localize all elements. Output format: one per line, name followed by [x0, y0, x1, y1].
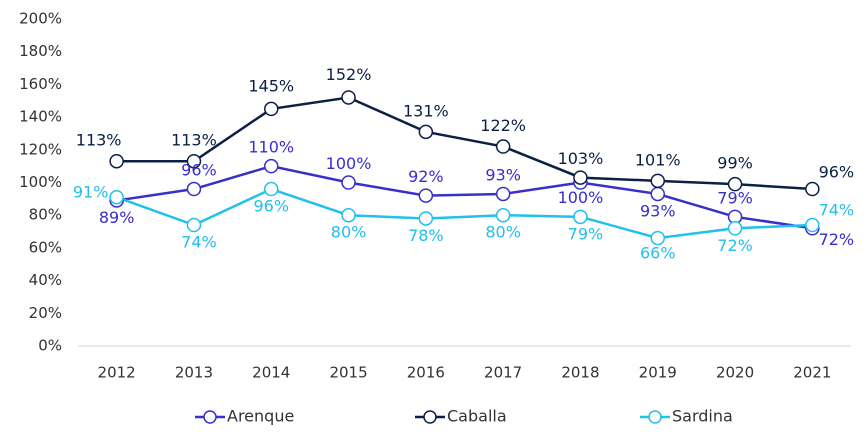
data-label: 113%: [171, 131, 217, 150]
x-tick-label: 2019: [639, 364, 677, 382]
data-point: [650, 173, 665, 189]
legend-marker: [203, 410, 217, 424]
data-label: 131%: [403, 101, 449, 120]
legend-label: Arenque: [227, 407, 294, 426]
data-label: 79%: [717, 188, 753, 207]
legend-marker: [423, 410, 437, 424]
data-label: 103%: [558, 149, 604, 168]
data-point: [650, 230, 665, 246]
y-tick-label: 60%: [29, 238, 62, 256]
data-label: 91%: [73, 183, 109, 202]
data-label: 93%: [640, 201, 676, 220]
data-label: 122%: [480, 116, 526, 135]
data-label: 80%: [485, 223, 521, 242]
data-point: [264, 158, 279, 174]
data-label: 96%: [253, 197, 289, 216]
x-tick-label: 2013: [175, 364, 213, 382]
data-label: 80%: [331, 223, 367, 242]
data-label: 72%: [819, 230, 855, 249]
data-label: 99%: [717, 154, 753, 173]
data-label: 66%: [640, 244, 676, 263]
data-point: [418, 211, 434, 226]
data-point: [495, 139, 511, 154]
data-label: 78%: [408, 226, 444, 245]
data-point: [186, 181, 202, 197]
y-tick-label: 40%: [29, 271, 62, 289]
data-label: 100%: [326, 154, 372, 173]
data-label: 79%: [568, 224, 604, 243]
data-point: [650, 186, 665, 202]
data-label: 113%: [76, 131, 122, 150]
data-label: 89%: [99, 208, 135, 227]
data-label: 96%: [181, 161, 217, 180]
data-point: [341, 90, 356, 105]
x-tick-label: 2017: [484, 364, 522, 382]
y-tick-label: 80%: [29, 206, 62, 224]
data-label: 74%: [819, 201, 855, 220]
data-point: [495, 186, 511, 202]
data-label: 152%: [326, 65, 372, 84]
legend-label: Caballa: [447, 407, 507, 426]
y-tick-label: 200%: [19, 10, 62, 28]
legend-marker: [648, 410, 662, 424]
x-tick-label: 2020: [716, 364, 754, 382]
x-tick-label: 2018: [561, 364, 599, 382]
data-point: [186, 153, 202, 169]
data-point: [109, 189, 124, 205]
data-point: [727, 176, 743, 192]
y-tick-label: 120%: [19, 140, 62, 158]
data-point: [495, 207, 511, 223]
series-line: [116, 96, 813, 191]
data-point: [805, 217, 820, 233]
x-tick-label: 2012: [98, 364, 136, 382]
data-label: 96%: [819, 163, 855, 182]
data-label: 145%: [248, 76, 294, 95]
data-label: 72%: [717, 236, 753, 255]
data-point: [805, 181, 820, 197]
data-label: 92%: [408, 167, 444, 186]
y-tick-label: 0%: [38, 337, 62, 355]
data-label: 74%: [181, 233, 217, 252]
data-label: 110%: [248, 138, 294, 157]
y-tick-label: 140%: [19, 108, 62, 126]
x-tick-label: 2014: [252, 364, 290, 382]
data-point: [573, 170, 588, 185]
data-label: 100%: [558, 188, 604, 207]
data-point: [418, 124, 434, 140]
data-label: 93%: [485, 165, 521, 184]
x-tick-label: 2015: [329, 364, 367, 382]
x-tick-label: 2016: [407, 364, 445, 382]
data-label: 101%: [635, 150, 681, 169]
data-point: [264, 181, 279, 197]
y-tick-label: 180%: [19, 42, 62, 60]
y-tick-label: 20%: [29, 304, 62, 322]
series-line: [116, 164, 813, 230]
data-point: [727, 221, 743, 236]
y-tick-label: 160%: [19, 75, 62, 93]
data-point: [264, 101, 279, 117]
x-tick-label: 2021: [793, 364, 831, 382]
data-point: [186, 217, 202, 233]
data-point: [341, 175, 356, 190]
data-point: [573, 209, 588, 225]
data-point: [418, 188, 434, 203]
data-point: [109, 153, 124, 169]
series-line: [116, 187, 813, 240]
data-point: [341, 207, 356, 223]
y-tick-label: 100%: [19, 173, 62, 191]
legend-label: Sardina: [672, 407, 733, 426]
